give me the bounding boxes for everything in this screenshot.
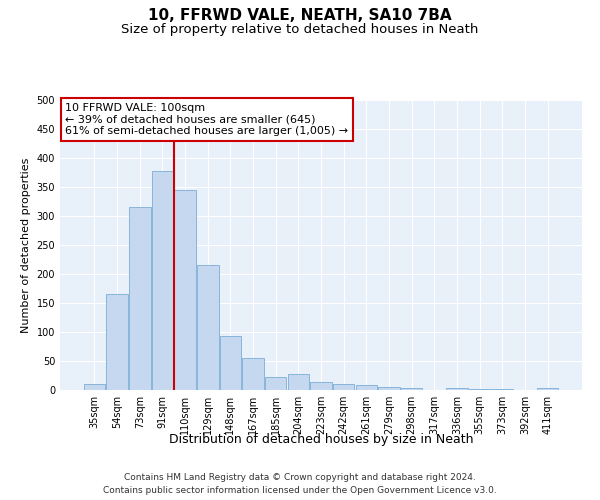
Bar	[84, 384, 105, 390]
Bar	[287, 374, 309, 390]
Bar	[197, 266, 218, 390]
Bar	[310, 382, 332, 390]
Text: Contains HM Land Registry data © Crown copyright and database right 2024.
Contai: Contains HM Land Registry data © Crown c…	[103, 473, 497, 495]
Bar	[356, 386, 377, 390]
Text: Size of property relative to detached houses in Neath: Size of property relative to detached ho…	[121, 22, 479, 36]
Bar	[537, 388, 558, 390]
Bar	[242, 358, 264, 390]
Bar	[265, 376, 286, 390]
Bar	[378, 387, 400, 390]
Bar	[446, 388, 467, 390]
Bar	[220, 336, 241, 390]
Y-axis label: Number of detached properties: Number of detached properties	[21, 158, 31, 332]
Bar	[152, 171, 173, 390]
Bar	[333, 384, 355, 390]
Text: 10, FFRWD VALE, NEATH, SA10 7BA: 10, FFRWD VALE, NEATH, SA10 7BA	[148, 8, 452, 22]
Bar	[106, 294, 128, 390]
Text: 10 FFRWD VALE: 100sqm
← 39% of detached houses are smaller (645)
61% of semi-det: 10 FFRWD VALE: 100sqm ← 39% of detached …	[65, 103, 349, 136]
Bar	[129, 208, 151, 390]
Text: Distribution of detached houses by size in Neath: Distribution of detached houses by size …	[169, 432, 473, 446]
Bar	[401, 388, 422, 390]
Bar	[175, 190, 196, 390]
